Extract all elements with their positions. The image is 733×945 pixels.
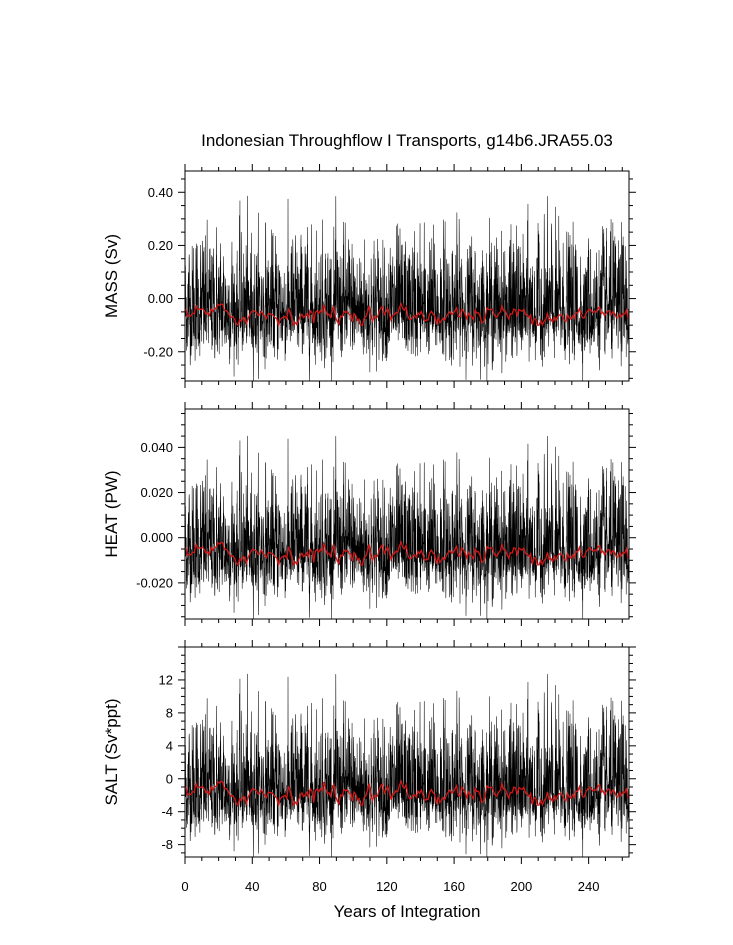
heat-annual-series <box>185 540 629 568</box>
x-tick-label: 80 <box>312 879 326 894</box>
plot-frame <box>184 408 630 620</box>
y-tick-label: -8 <box>161 837 173 852</box>
plot-frame <box>184 170 630 382</box>
panel-mass: -0.20 0.00 0.20 0.40 MASS (Sv) <box>102 164 636 388</box>
y-tick-label: 0.020 <box>140 485 173 500</box>
y-tick-label: 0.00 <box>148 291 173 306</box>
chart-title: Indonesian Throughflow I Transports, g14… <box>201 131 613 150</box>
y-tick-label: -4 <box>161 804 173 819</box>
annual-mean-line <box>185 540 629 568</box>
y-tick-label: -0.20 <box>143 344 173 359</box>
y-tick-label: 8 <box>166 705 173 720</box>
y-tick-label: 0.40 <box>148 185 173 200</box>
salt-axes: -8 -4 0 4 8 12 <box>159 640 636 864</box>
salt-monthly-series <box>185 673 629 857</box>
monthly-line <box>185 195 629 381</box>
plot-frame <box>184 646 630 858</box>
heat-axes: -0.020 0.000 0.020 0.040 <box>136 402 636 626</box>
y-tick-label: 0.20 <box>148 238 173 253</box>
x-tick-label: 240 <box>578 879 600 894</box>
heat-y-axis-label: HEAT (PW) <box>102 470 121 557</box>
annual-mean-line <box>185 302 629 328</box>
y-tick-label: 0.040 <box>140 440 173 455</box>
x-axis: 0 40 80 120 160 200 240 <box>181 879 599 894</box>
mass-monthly-series <box>185 195 629 381</box>
y-tick-label: -0.020 <box>136 575 173 590</box>
x-tick-label: 200 <box>511 879 533 894</box>
y-tick-label: 0.000 <box>140 530 173 545</box>
x-axis-label: Years of Integration <box>334 902 481 921</box>
y-tick-label: 12 <box>159 672 173 687</box>
panel-salt: -8 -4 0 4 8 12 SALT (Sv*ppt) <box>102 640 636 864</box>
x-tick-label: 120 <box>376 879 398 894</box>
monthly-line <box>185 673 629 857</box>
x-tick-label: 0 <box>181 879 188 894</box>
annual-mean-line <box>185 779 629 808</box>
salt-annual-series <box>185 779 629 808</box>
y-tick-label: 4 <box>166 738 173 753</box>
monthly-line <box>185 435 629 619</box>
x-tick-label: 40 <box>245 879 259 894</box>
heat-monthly-series <box>185 435 629 619</box>
x-tick-label: 160 <box>443 879 465 894</box>
mass-axes: -0.20 0.00 0.20 0.40 <box>143 164 636 388</box>
mass-y-axis-label: MASS (Sv) <box>102 234 121 318</box>
salt-y-axis-label: SALT (Sv*ppt) <box>102 698 121 805</box>
panel-heat: -0.020 0.000 0.020 0.040 HEAT (PW) <box>102 402 636 626</box>
y-tick-label: 0 <box>166 771 173 786</box>
mass-annual-series <box>185 302 629 328</box>
